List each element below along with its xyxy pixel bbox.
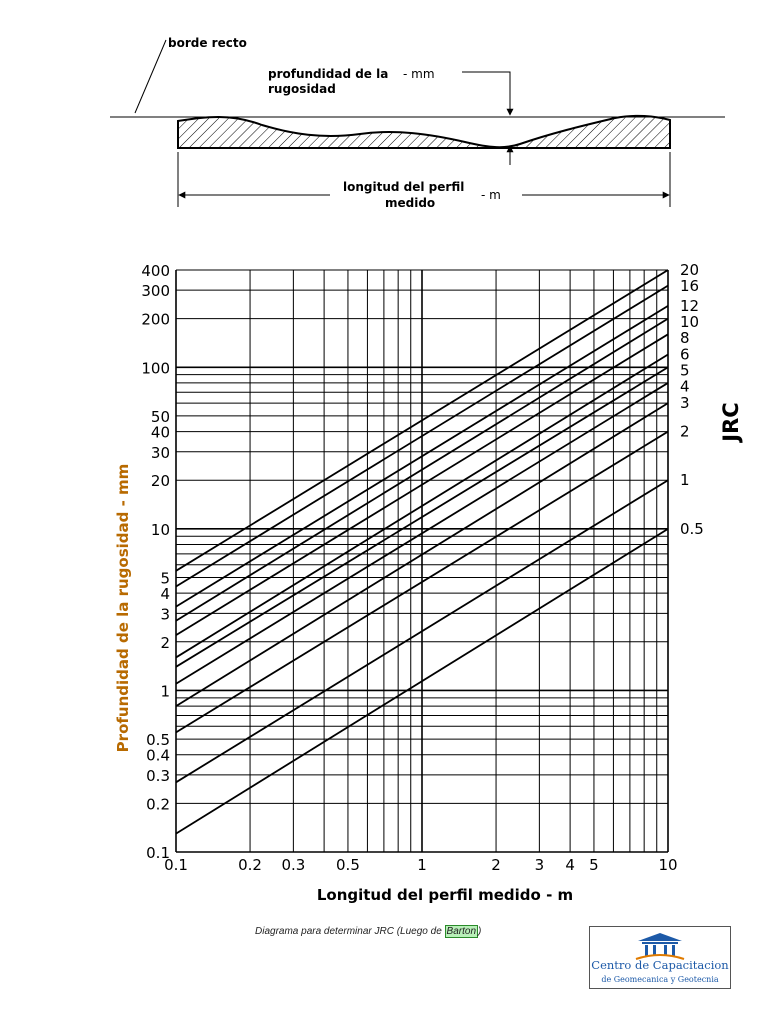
- x-tick-label: 1: [417, 856, 427, 874]
- y-tick-label: 400: [141, 262, 170, 280]
- depth-label-line1: profundidad de la: [268, 67, 388, 81]
- y-tick-label: 4: [160, 585, 170, 603]
- y-tick-label: 3: [160, 605, 170, 623]
- jrc-line-4: [175, 382, 669, 685]
- jrc-value-label: 4: [680, 377, 690, 395]
- x-tick-label: 3: [535, 856, 545, 874]
- depth-unit: - mm: [403, 67, 435, 81]
- x-tick-label: 0.2: [238, 856, 262, 874]
- depth-label-line2: rugosidad: [268, 82, 336, 96]
- y-axis-label: Profundidad de la rugosidad - mm: [114, 464, 132, 753]
- jrc-line-12: [175, 305, 669, 608]
- x-tick-label: 0.5: [336, 856, 360, 874]
- jrc-value-label: 3: [680, 394, 690, 412]
- y-tick-label: 1: [160, 682, 170, 700]
- jrc-line-2: [175, 430, 669, 734]
- y-tick-label: 0.3: [146, 767, 170, 785]
- jrc-line-16: [175, 284, 669, 588]
- x-tick-label: 5: [589, 856, 599, 874]
- caption-prefix: Diagrama para determinar JRC (Luego de: [255, 926, 445, 937]
- depth-arrow-down: [462, 71, 514, 116]
- caption-link-barton[interactable]: Barton: [444, 925, 479, 938]
- length-label-line2: medido: [385, 196, 435, 210]
- rock-profile: [177, 114, 671, 149]
- jrc-value-label: 8: [680, 329, 690, 347]
- jrc-line-0.5: [175, 528, 669, 835]
- jrc-line-10: [175, 317, 669, 622]
- y-tick-label: 0.5: [146, 731, 170, 749]
- jrc-value-label: 12: [680, 297, 699, 315]
- logo-line2: de Geomecanica y Geotecnia: [601, 975, 719, 984]
- profile-diagram: borde recto profundidad de la - mm rugos…: [110, 36, 725, 210]
- y-tick-label: 0.4: [146, 747, 170, 765]
- x-tick-label: 10: [658, 856, 677, 874]
- y-tick-label: 5: [160, 569, 170, 587]
- jrc-line-3: [175, 402, 669, 707]
- jrc-line-5: [175, 366, 669, 668]
- jrc-value-label: 10: [680, 313, 699, 331]
- y-tick-label: 0.1: [146, 844, 170, 862]
- x-tick-label: 2: [491, 856, 501, 874]
- y-tick-label: 2: [160, 634, 170, 652]
- x-axis-label: Longitud del perfil medido - m: [317, 886, 573, 904]
- figure-caption: Diagrama para determinar JRC (Luego de B…: [255, 925, 482, 938]
- jrc-line-1: [175, 479, 669, 784]
- x-tick-label: 0.3: [281, 856, 305, 874]
- straight-edge-label: borde recto: [168, 36, 247, 50]
- jrc-series: [175, 269, 669, 835]
- straight-edge-leader: [134, 39, 167, 114]
- jrc-value-label: 5: [680, 361, 690, 379]
- y-tick-label: 20: [151, 472, 170, 490]
- y-tick-label: 10: [151, 521, 170, 539]
- x-tick-labels: 0.1 0.2 0.3 0.5 1 2 3 4 5 10: [164, 856, 677, 874]
- jrc-value-label: 2: [680, 423, 690, 441]
- x-tick-label: 4: [565, 856, 575, 874]
- x-tick-label: 0.1: [164, 856, 188, 874]
- jrc-line-6: [175, 353, 669, 659]
- y-tick-label: 30: [151, 444, 170, 462]
- jrc-line-20: [175, 269, 669, 572]
- jrc-line-8: [175, 333, 669, 636]
- jrc-value-label: 6: [680, 345, 690, 363]
- y-tick-label: 40: [151, 424, 170, 442]
- y-tick-label: 300: [141, 282, 170, 300]
- y-tick-label: 200: [141, 311, 170, 329]
- logo-line1: Centro de Capacitacion: [591, 958, 729, 972]
- y-gridlines: [176, 269, 668, 853]
- jrc-value-label: 1: [680, 471, 690, 489]
- length-unit: - m: [481, 188, 501, 202]
- y-tick-label: 0.2: [146, 795, 170, 813]
- y-tick-label: 50: [151, 408, 170, 426]
- caption-suffix: ): [478, 926, 482, 937]
- institution-logo: Centro de Capacitacion de Geomecanica y …: [589, 926, 731, 989]
- y-tick-label: 100: [141, 359, 170, 377]
- temple-icon: [635, 933, 685, 960]
- jrc-value-label: 0.5: [680, 520, 704, 538]
- jrc-value-label: 20: [680, 261, 699, 279]
- jrc-axis-label: JRC: [719, 402, 743, 443]
- jrc-value-label: 16: [680, 277, 699, 295]
- length-label-line1: longitud del perfil: [343, 180, 464, 194]
